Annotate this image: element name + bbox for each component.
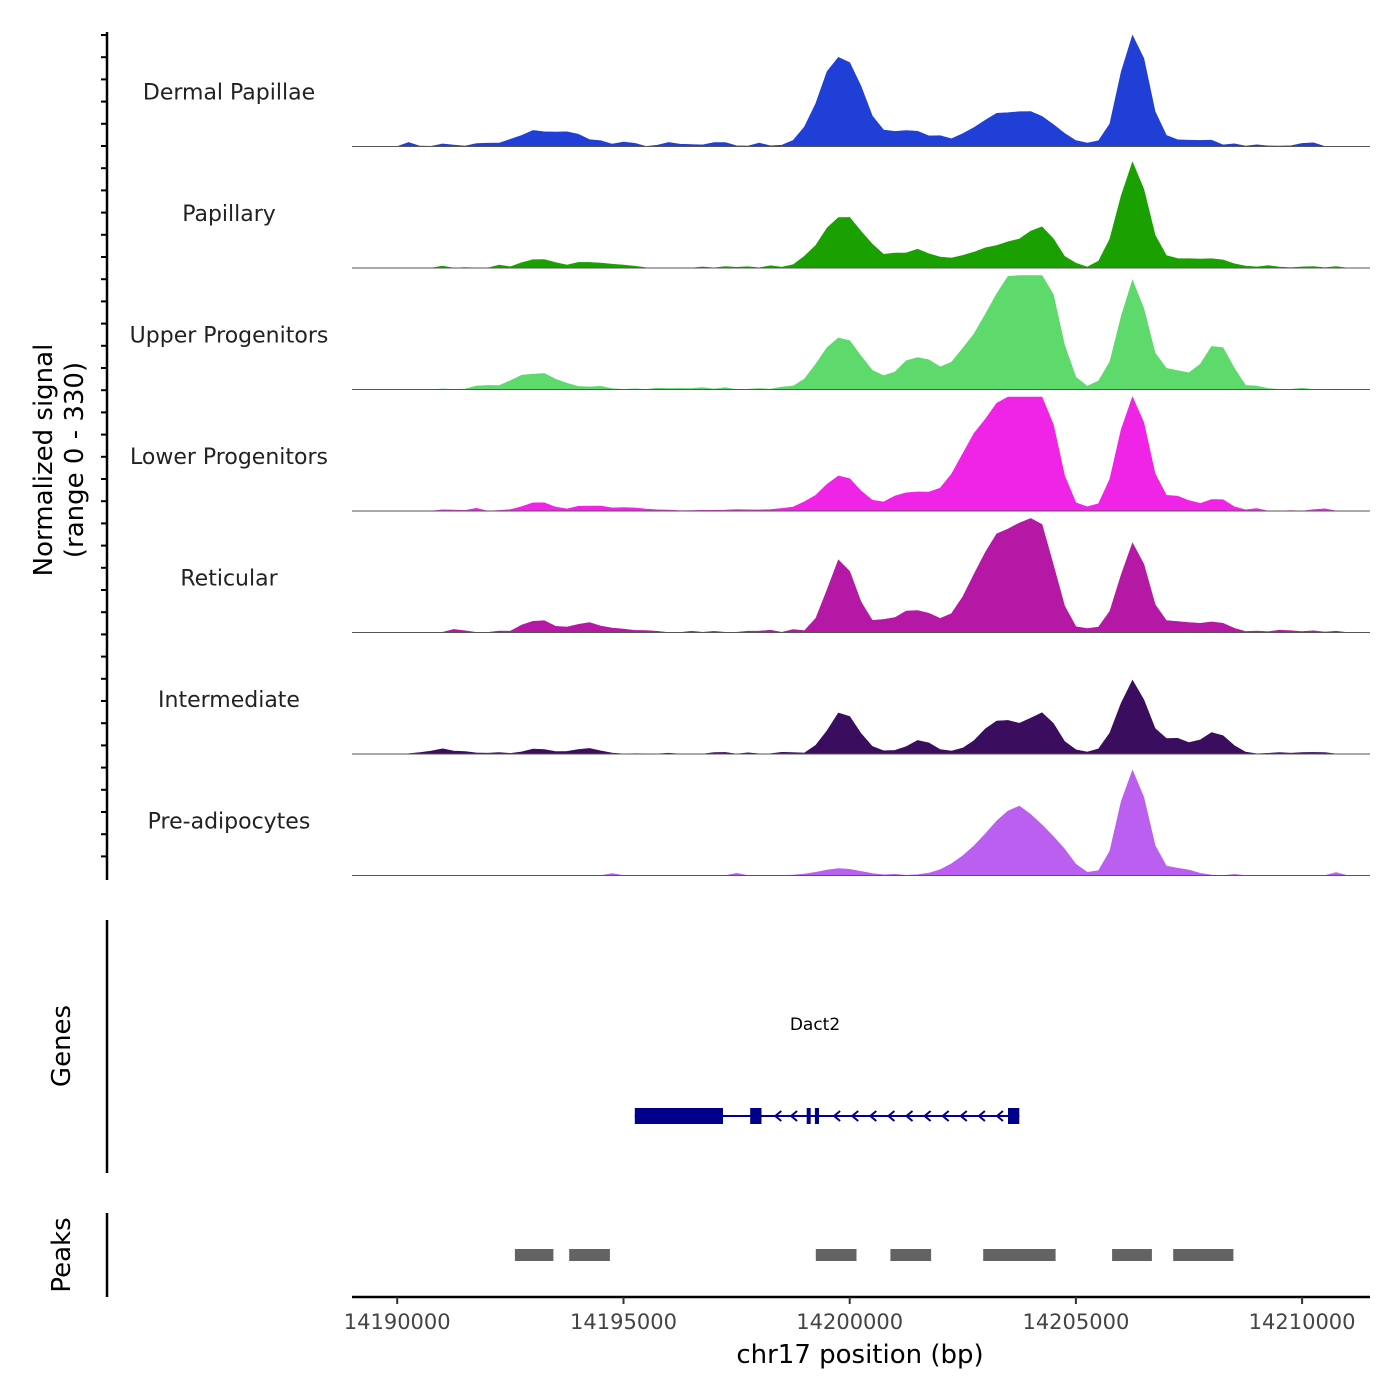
y-axis-title-line1: Normalized signal: [29, 344, 59, 577]
peak-region: [514, 1249, 554, 1261]
coverage-tracks: Dermal Papillae Papillary Upper Progenitor…: [130, 34, 1370, 876]
track-reticular: Reticular: [180, 518, 1370, 633]
coverage-area: [352, 275, 1370, 390]
coverage-area: [352, 518, 1370, 633]
gene-exon: [634, 1108, 723, 1124]
gene-exon: [1008, 1108, 1020, 1124]
coverage-area: [352, 396, 1370, 512]
peaks-panel-label: Peaks: [47, 1217, 77, 1292]
y-axis-title-line2: (range 0 - 330): [60, 362, 90, 558]
track-papillary: Papillary: [182, 161, 1370, 269]
x-tick-label: 14190000: [344, 1310, 451, 1334]
track-label: Pre-adipocytes: [148, 810, 311, 835]
strand-arrow: [886, 1110, 896, 1122]
genes-panel-label: Genes: [47, 1005, 77, 1087]
strand-arrow: [868, 1110, 877, 1122]
strand-arrow: [904, 1110, 914, 1122]
strand-arrow: [959, 1110, 968, 1122]
x-axis-title: chr17 position (bp): [736, 1340, 983, 1370]
peak-region: [1112, 1249, 1152, 1261]
track-intermediate: Intermediate: [158, 679, 1370, 755]
gene-name-label: Dact2: [790, 1015, 840, 1035]
strand-arrow: [995, 1110, 1004, 1122]
track-dermal-papillae: Dermal Papillae: [143, 34, 1370, 147]
track-lower-progenitors: Lower Progenitors: [130, 396, 1370, 512]
track-upper-progenitors: Upper Progenitors: [130, 275, 1370, 390]
gene-exon: [806, 1108, 811, 1124]
strand-arrow: [773, 1110, 782, 1122]
x-tick-label: 14210000: [1249, 1310, 1356, 1334]
peak-region: [569, 1249, 610, 1261]
x-tick-label: 14205000: [1022, 1310, 1129, 1334]
track-label: Reticular: [180, 567, 278, 592]
peak-region: [890, 1249, 932, 1261]
peak-region: [815, 1249, 857, 1261]
strand-arrow: [850, 1110, 859, 1122]
x-tick-label: 14195000: [570, 1310, 677, 1334]
coverage-area: [352, 769, 1370, 876]
strand-arrow: [941, 1110, 950, 1122]
coverage-area: [352, 34, 1370, 147]
x-axis: chr17 position (bp) 14190000 14195000 1420…: [344, 1295, 1370, 1370]
track-label: Upper Progenitors: [130, 324, 329, 349]
track-label: Intermediate: [158, 688, 300, 713]
strand-arrow: [923, 1110, 932, 1122]
gene-track: Dact2: [634, 1015, 1020, 1124]
strand-arrow: [789, 1110, 798, 1122]
peak-region: [983, 1249, 1056, 1261]
strand-arrow: [832, 1110, 841, 1122]
signal-y-axis: [101, 32, 109, 880]
peak-regions: [514, 1249, 1234, 1261]
track-pre-adipocytes: Pre-adipocytes: [148, 769, 1370, 876]
track-label: Papillary: [182, 202, 276, 227]
gene-exon: [750, 1108, 762, 1124]
track-label: Dermal Papillae: [143, 81, 315, 106]
coverage-area: [352, 161, 1370, 269]
y-axis-title: Normalized signal (range 0 - 330): [29, 344, 90, 577]
track-label: Lower Progenitors: [130, 445, 328, 470]
strand-arrow: [977, 1110, 986, 1122]
gene-exon: [814, 1108, 819, 1124]
peak-region: [1173, 1249, 1234, 1261]
genes-panel: Genes Dact2: [47, 920, 1020, 1173]
coverage-area: [352, 679, 1370, 755]
x-tick-label: 14200000: [796, 1310, 903, 1334]
peaks-panel: Peaks: [47, 1213, 1234, 1297]
